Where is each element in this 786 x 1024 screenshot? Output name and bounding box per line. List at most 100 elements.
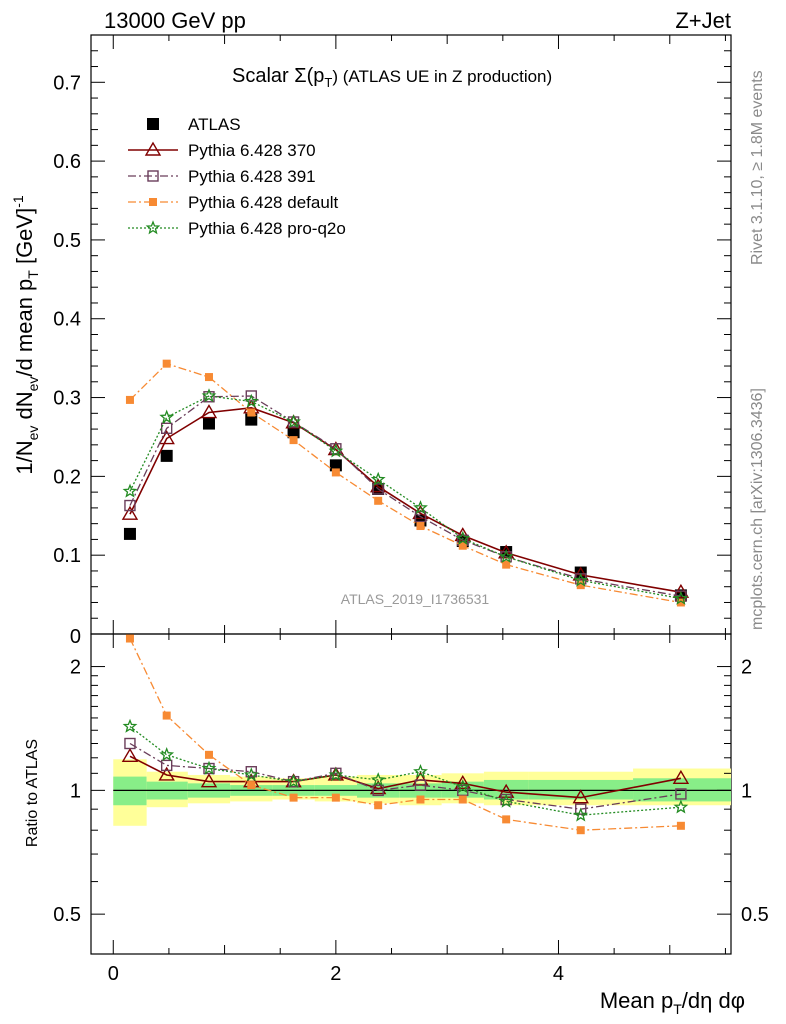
- data-point: [158, 430, 175, 445]
- ratio-series-pythia-6-428-pro-q2o: [122, 718, 689, 822]
- ratio-data-point: [122, 718, 138, 733]
- ratio-data-point: [247, 781, 256, 790]
- ratio-data-point: [458, 795, 467, 804]
- legend-label: ATLAS: [188, 115, 241, 134]
- ratio-data-point: [201, 760, 217, 775]
- data-point: [289, 436, 298, 445]
- main-y-tick-label: 0.1: [53, 545, 81, 567]
- data-point: [124, 499, 136, 512]
- ratio-data-point: [675, 788, 687, 800]
- ratio-data-point: [372, 784, 384, 797]
- ratio-data-point: [370, 772, 386, 787]
- ratio-data-point: [159, 746, 175, 762]
- analysis-id-label: ATLAS_2019_I1736531: [341, 591, 490, 607]
- data-point: [416, 522, 425, 531]
- ratio-axis-ticks: 0.5 0.5 1 1 2 2 0 2 4: [53, 634, 769, 985]
- data-point: [245, 413, 258, 426]
- ratio-data-point: [455, 779, 471, 794]
- data-point: [160, 422, 173, 434]
- series-pythia-6-428-default: [125, 359, 685, 607]
- main-frame: [90, 34, 732, 635]
- ratio-data-point: [289, 793, 298, 802]
- data-point: [374, 496, 383, 505]
- ratio-data-point: [498, 793, 514, 808]
- data-point: [286, 414, 302, 429]
- data-point: [372, 483, 384, 495]
- ratio-series-pythia-6-428-default: [125, 634, 685, 835]
- data-point: [573, 572, 589, 587]
- data-point: [201, 388, 217, 403]
- series-pythia-6-428-370: [121, 399, 690, 598]
- data-point: [160, 449, 173, 462]
- legend-label: Pythia 6.428 370: [188, 141, 316, 160]
- ratio-series-line: [129, 638, 681, 831]
- ratio-data-point: [125, 634, 134, 643]
- data-point: [202, 417, 215, 430]
- ratio-y-tick-label-right: 1: [741, 780, 752, 802]
- energy-label: 13000 GeV pp: [104, 8, 246, 33]
- ratio-y-tick-label: 0.5: [53, 904, 81, 926]
- ratio-data-point: [328, 767, 344, 782]
- ratio-data-point: [158, 766, 175, 781]
- main-axis-ticks: 0.1 0.2 0.3 0.4 0.5 0.6 0.7 0: [53, 35, 731, 648]
- x-axis-label: Mean pT/dη dφ: [600, 988, 745, 1017]
- ratio-data-point: [502, 815, 511, 824]
- main-y-tick-label: 0.5: [53, 230, 81, 252]
- ratio-data-point: [374, 801, 383, 810]
- data-point: [413, 500, 428, 515]
- series-line: [129, 395, 682, 600]
- ratio-panel: 0.5 0.5 1 1 2 2 0 2 4 Ratio to ATLAS Mean pT/dη …: [24, 633, 769, 1017]
- data-point: [329, 459, 342, 472]
- ratio-data-point: [243, 767, 259, 782]
- ratio-data-point: [416, 795, 425, 804]
- data-point: [122, 483, 138, 498]
- ratio-series-line: [129, 742, 681, 810]
- ratio-data-point: [672, 769, 690, 784]
- main-y-tick-label: 0.7: [53, 72, 81, 94]
- ratio-data-point: [673, 799, 689, 814]
- main-y-tick-label-zero: 0: [70, 626, 81, 648]
- data-point: [498, 549, 514, 564]
- data-point: [200, 404, 218, 419]
- ratio-y-tick-label-right: 0.5: [741, 904, 769, 926]
- x-tick-label: 4: [553, 963, 564, 985]
- data-point: [328, 443, 344, 458]
- main-panel: 0.1 0.2 0.3 0.4 0.5 0.6 0.7 0 Scalar Σ(pT) (ATL…: [10, 34, 732, 648]
- ratio-y-axis-label: Ratio to ATLAS: [24, 739, 41, 847]
- data-point: [159, 409, 175, 424]
- legend-item: ATLAS: [147, 115, 241, 134]
- ratio-data-point: [124, 737, 136, 750]
- legend-label: Pythia 6.428 default: [188, 193, 339, 212]
- data-point: [673, 590, 689, 605]
- process-label: Z+Jet: [675, 8, 731, 33]
- ratio-data-point: [331, 793, 340, 802]
- legend-item: Pythia 6.428 pro-q2o: [128, 219, 346, 238]
- ratio-data-point: [286, 773, 302, 788]
- ratio-data-point: [457, 784, 469, 797]
- data-point: [287, 426, 300, 439]
- data-point: [121, 505, 139, 520]
- data-point: [414, 510, 427, 523]
- data-point: [204, 373, 213, 382]
- ratio-data-point: [204, 750, 213, 759]
- series-line: [129, 406, 682, 593]
- data-point: [331, 468, 340, 477]
- x-tick-label: 0: [108, 963, 119, 985]
- ratio-data-point: [576, 826, 585, 835]
- ratio-data-point: [454, 774, 471, 790]
- legend: ATLAS Pythia 6.428 370 Pythia 6.428 391 Pyt…: [128, 115, 346, 238]
- legend-marker: [145, 220, 161, 235]
- ratio-data-point: [676, 821, 685, 830]
- data-point: [125, 395, 134, 404]
- data-point: [458, 541, 467, 550]
- ratio-data-point: [162, 711, 171, 720]
- legend-marker: [147, 118, 159, 130]
- ratio-data-point: [575, 803, 587, 815]
- data-point: [123, 527, 136, 540]
- ratio-data-point: [369, 780, 387, 795]
- main-y-tick-label: 0.4: [53, 309, 81, 331]
- main-y-tick-label: 0.2: [53, 466, 81, 488]
- ratio-series-line: [129, 725, 681, 816]
- ratio-data-point: [414, 779, 427, 791]
- data-point: [370, 471, 386, 486]
